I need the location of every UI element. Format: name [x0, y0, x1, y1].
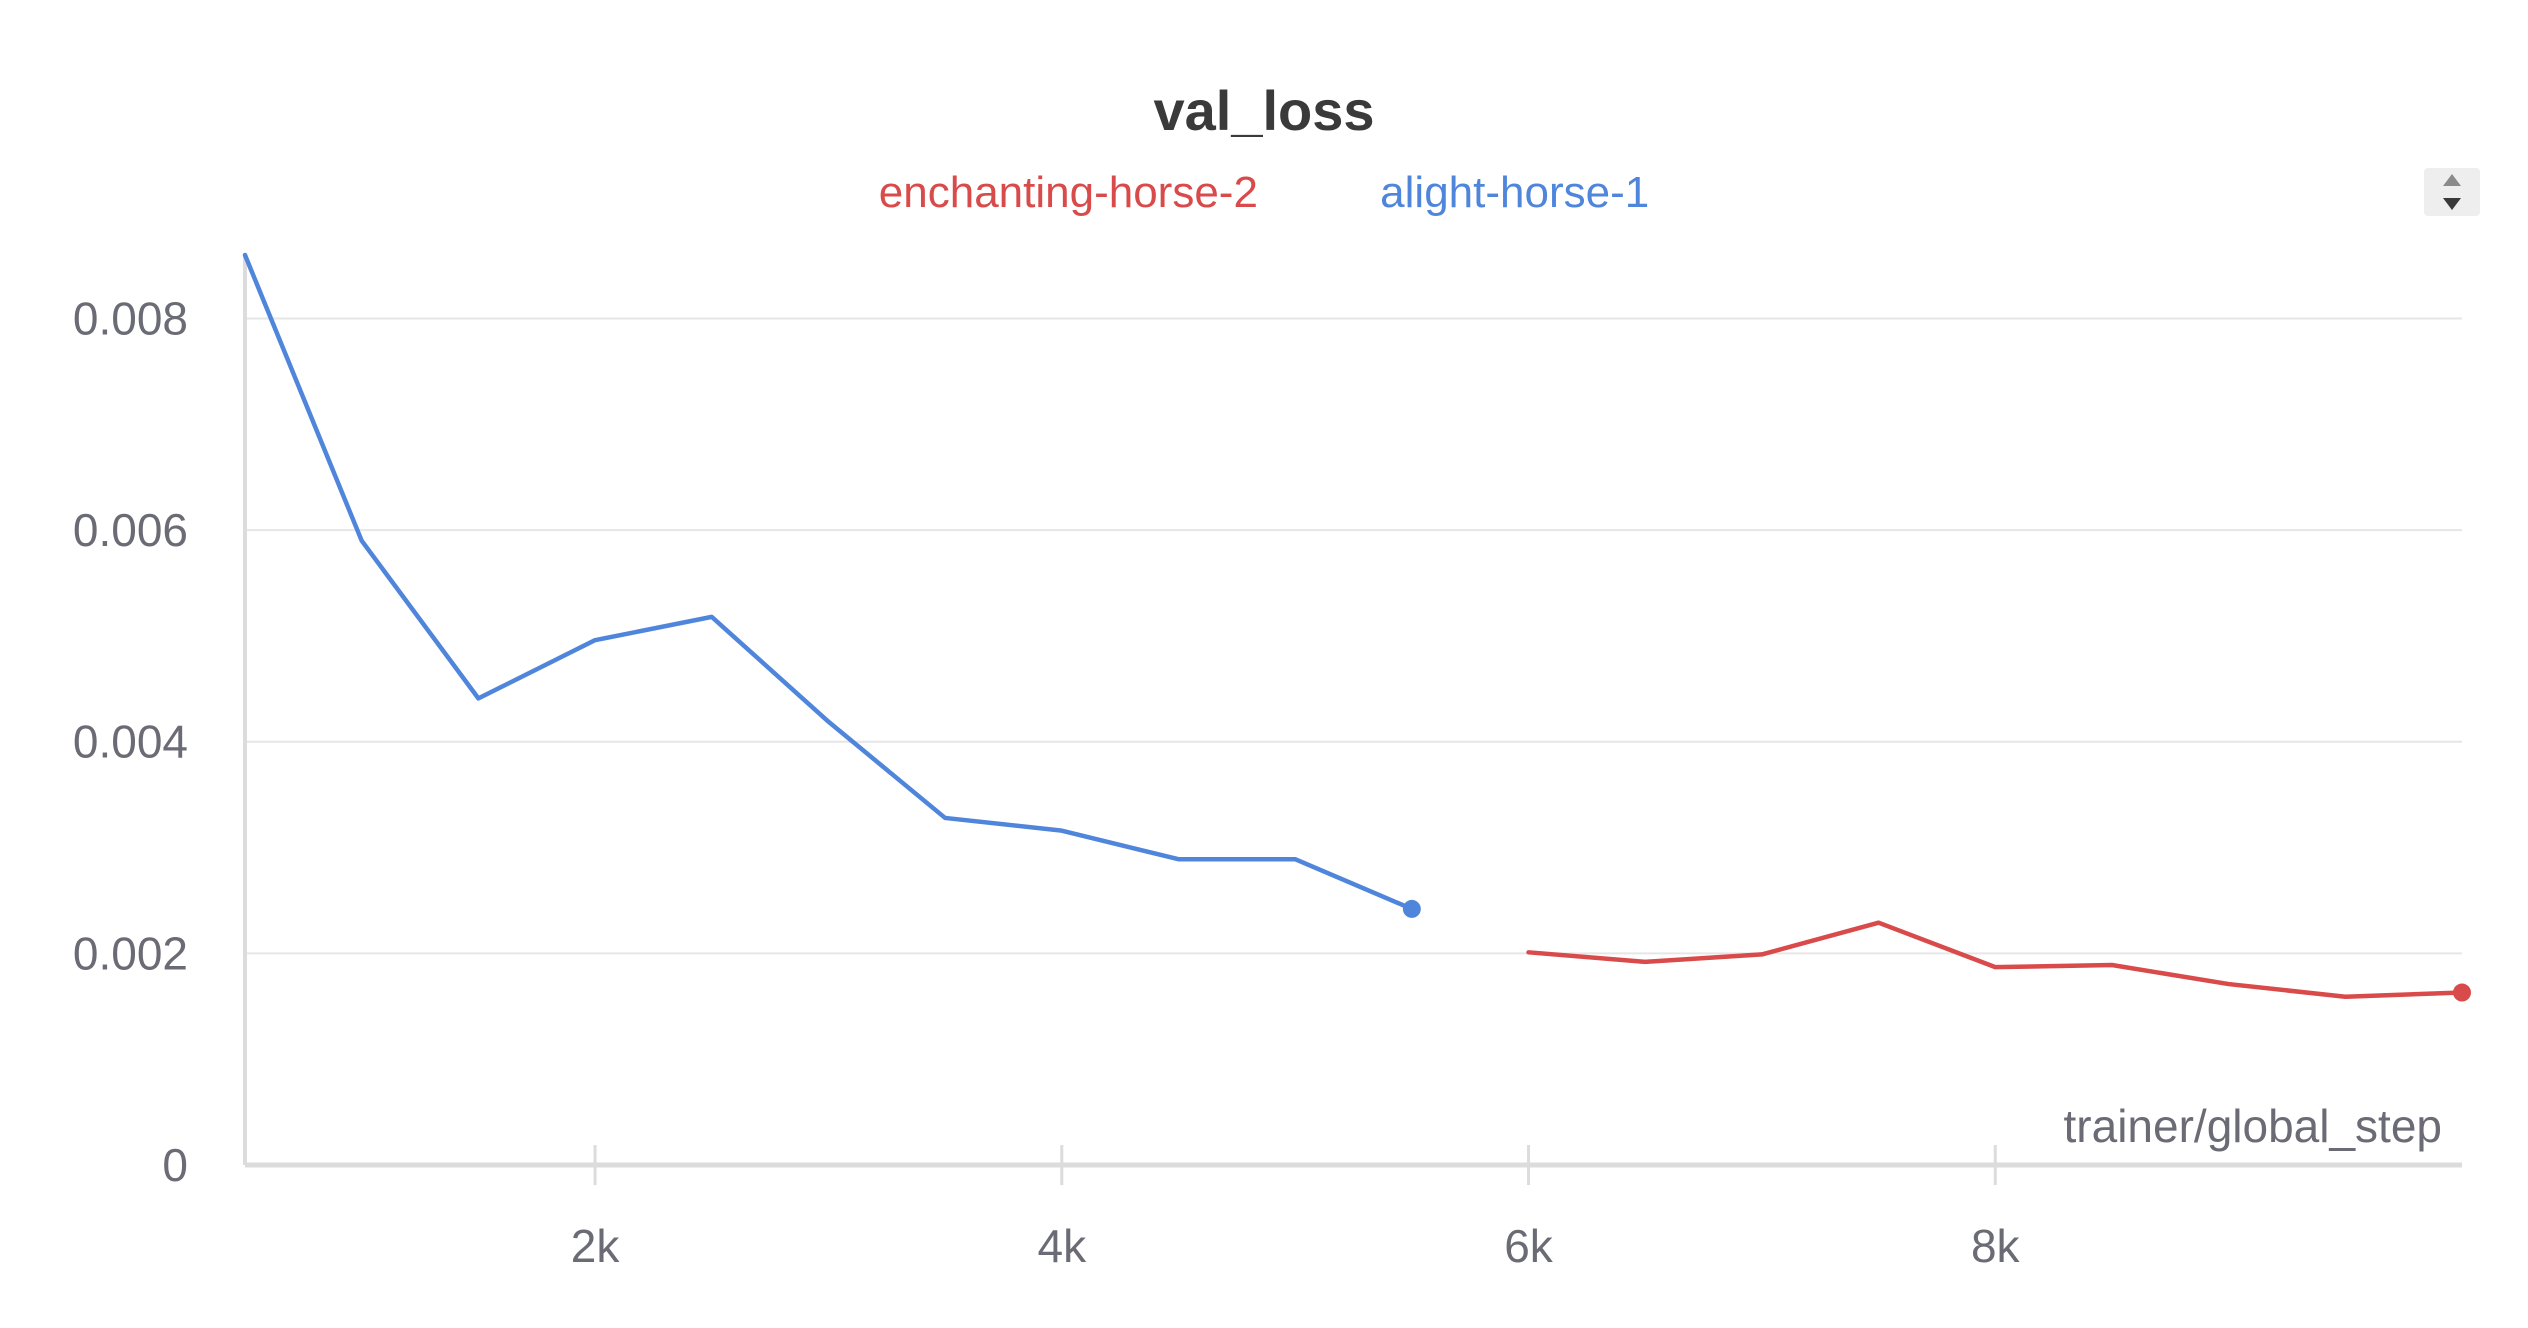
- chart-title: val_loss: [1153, 79, 1375, 142]
- legend-scroll-control[interactable]: [2424, 168, 2480, 216]
- series-end-point-enchanting-horse-2: [2453, 983, 2471, 1002]
- legend-item-enchanting-horse-2[interactable]: enchanting-horse-2: [878, 168, 1258, 217]
- series-layer: [242, 252, 2471, 1002]
- x-tick-label: 4k: [1037, 1220, 1087, 1272]
- y-tick-label: 0.002: [73, 927, 188, 979]
- y-tick-label: 0.008: [73, 292, 188, 344]
- up-down-arrows-icon: [2443, 174, 2461, 210]
- y-tick-label: 0: [162, 1139, 188, 1191]
- series-line-enchanting-horse-2: [1526, 920, 2465, 1000]
- x-tick-label: 8k: [1971, 1220, 2021, 1272]
- x-tick-label: 6k: [1504, 1220, 1554, 1272]
- series-end-point-alight-horse-1: [1402, 899, 1421, 918]
- y-tick-label: 0.006: [73, 504, 188, 556]
- tick-labels: 0 0.002 0.004 0.006 0.008 2k 4k 6k 8k trainer/glo…: [73, 292, 2442, 1272]
- axes: [243, 255, 2462, 1185]
- x-axis-label: trainer/global_step: [2064, 1100, 2442, 1152]
- x-tick-label: 2k: [571, 1220, 621, 1272]
- legend: enchanting-horse-2 alight-horse-1: [0, 168, 2528, 218]
- legend-item-alight-horse-1[interactable]: alight-horse-1: [1380, 168, 1650, 217]
- series-line-alight-horse-1: [242, 252, 1415, 912]
- y-tick-label: 0.004: [73, 716, 188, 768]
- gridlines: [245, 317, 2462, 955]
